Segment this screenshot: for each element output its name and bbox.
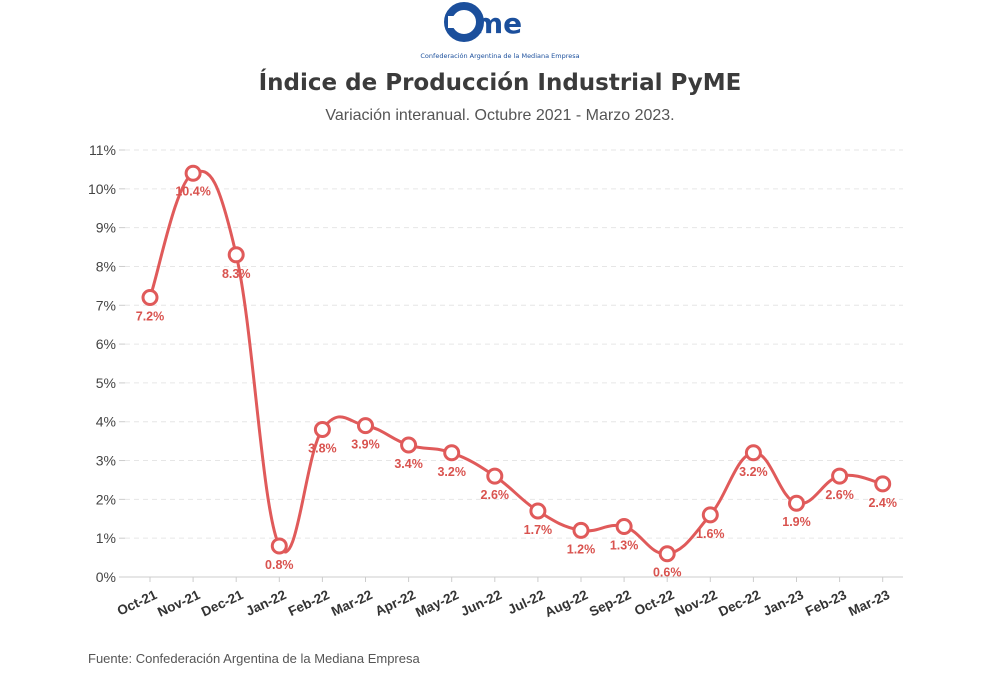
data-label: 1.2% <box>567 542 596 556</box>
y-tick-label: 3% <box>96 453 116 469</box>
series-path <box>148 169 884 556</box>
x-tick-label: Feb-23 <box>803 587 849 619</box>
data-point <box>572 521 590 539</box>
data-point <box>701 506 719 524</box>
y-tick-label: 6% <box>96 336 116 352</box>
data-label: 3.9% <box>351 438 380 452</box>
data-label: 8.3% <box>222 267 251 281</box>
data-point <box>270 537 288 555</box>
data-label: 1.3% <box>610 539 639 553</box>
data-point <box>744 444 762 462</box>
x-tick-label: Nov-22 <box>672 587 719 620</box>
x-tick-label: Apr-22 <box>373 587 418 619</box>
data-point <box>874 475 892 493</box>
data-points <box>141 164 892 563</box>
x-tick-label: Aug-22 <box>542 587 590 620</box>
data-label: 3.8% <box>308 441 337 455</box>
data-labels: 7.2% 10.4% 8.3% 0.8% 3.8% 3.9% 3.4% 3.2% 2.6% 1.7… <box>136 184 897 579</box>
x-tick-label: Jan-23 <box>761 587 807 619</box>
y-tick-label: 7% <box>96 297 116 313</box>
data-label: 1.6% <box>696 527 725 541</box>
x-tick-label: Oct-22 <box>632 587 676 618</box>
source-note: Fuente: Confederación Argentina de la Me… <box>88 651 420 666</box>
data-point <box>486 467 504 485</box>
chart-subtitle: Variación interanual. Octubre 2021 - Mar… <box>325 107 675 124</box>
data-point <box>615 518 633 536</box>
data-point <box>788 494 805 512</box>
x-tick-label: May-22 <box>413 587 461 620</box>
gridlines <box>125 149 903 539</box>
data-point <box>400 436 418 454</box>
data-label: 2.4% <box>868 496 897 510</box>
came-logo: me Confederación Argentina de la Mediana… <box>420 2 580 60</box>
y-tick-label: 5% <box>96 375 116 391</box>
x-tick-label: Feb-22 <box>286 587 332 619</box>
data-point <box>313 420 331 438</box>
x-tick-label: Jul-22 <box>505 587 547 617</box>
data-point <box>443 444 461 462</box>
data-label: 2.6% <box>481 488 510 502</box>
data-point <box>658 545 676 563</box>
y-tick-label: 1% <box>96 530 116 546</box>
data-label: 0.8% <box>265 558 294 572</box>
data-label: 2.6% <box>825 488 854 502</box>
axes: 0%1%2%3%4%5%6%7%8%9%10%11%Oct-21Nov-21De… <box>88 142 903 620</box>
data-label: 1.7% <box>524 523 553 537</box>
y-tick-label: 11% <box>89 142 116 158</box>
data-label: 7.2% <box>136 310 165 324</box>
x-tick-label: Mar-22 <box>329 587 375 619</box>
data-label: 1.9% <box>782 515 811 529</box>
data-label: 3.2% <box>739 465 768 479</box>
logo-tagline: Confederación Argentina de la Mediana Em… <box>420 52 579 60</box>
logo-wordmark: me <box>474 7 522 40</box>
data-label: 0.6% <box>653 566 682 580</box>
x-tick-label: Jun-22 <box>458 587 504 619</box>
y-tick-label: 10% <box>88 181 116 197</box>
data-point <box>529 502 547 520</box>
x-tick-label: Oct-21 <box>115 587 160 619</box>
x-tick-label: Mar-23 <box>846 587 892 619</box>
data-label: 10.4% <box>175 184 210 198</box>
data-label: 3.4% <box>394 457 423 471</box>
series-line <box>148 169 884 556</box>
data-point <box>184 164 202 182</box>
x-tick-label: Dec-21 <box>199 587 246 620</box>
x-tick-label: Sep-22 <box>587 587 633 619</box>
y-tick-label: 8% <box>96 258 116 274</box>
x-tick-label: Jan-22 <box>243 587 288 619</box>
data-point <box>141 289 159 307</box>
chart-title: Índice de Producción Industrial PyME <box>258 70 742 96</box>
y-tick-label: 0% <box>96 569 116 585</box>
data-label: 3.2% <box>437 465 466 479</box>
y-tick-label: 4% <box>96 414 116 430</box>
y-tick-label: 9% <box>96 220 116 236</box>
x-tick-label: Nov-21 <box>155 587 203 620</box>
data-point <box>227 246 245 264</box>
x-tick-label: Dec-22 <box>716 587 762 619</box>
y-tick-label: 2% <box>96 491 116 507</box>
data-point <box>357 417 374 435</box>
data-point <box>831 467 849 485</box>
